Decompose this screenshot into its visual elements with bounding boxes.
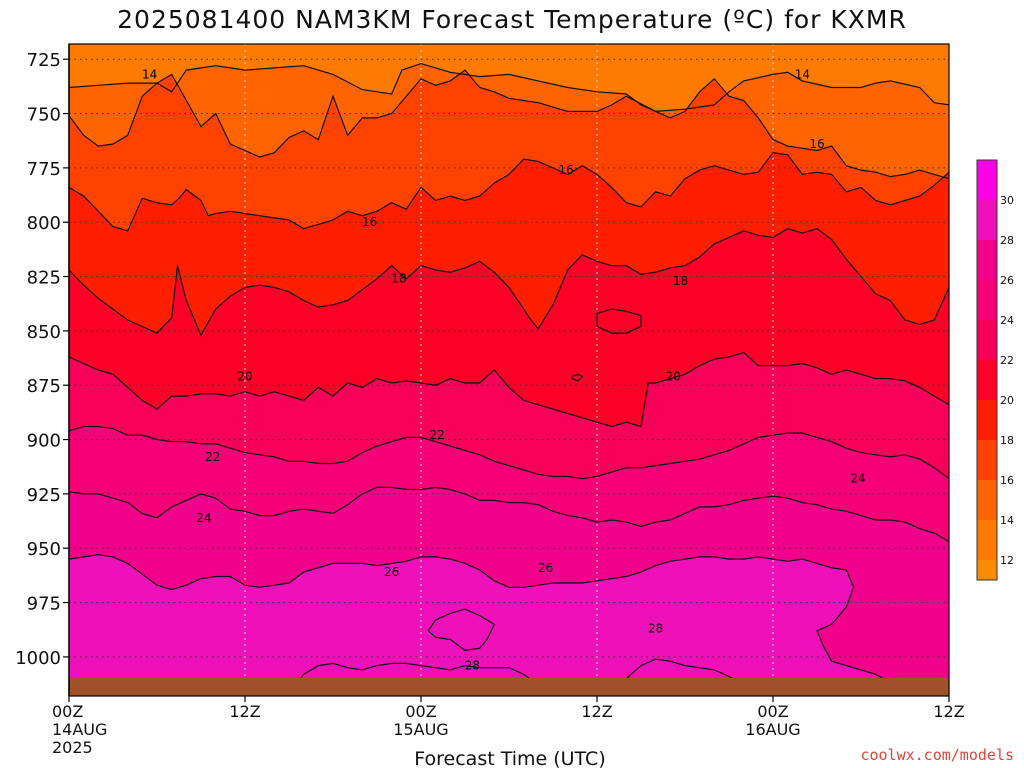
credit-link[interactable]: coolwx.com/models — [860, 746, 1014, 764]
colorbar-tick-label: 20 — [1000, 394, 1014, 407]
y-tick-label: 750 — [27, 105, 61, 126]
isotherm-18 — [69, 152, 949, 232]
ground-strip — [69, 678, 949, 696]
isotherm-28 — [69, 554, 949, 691]
x-tick-label: 00Z — [52, 702, 83, 721]
colorbar-tick-label: 30 — [1000, 194, 1014, 207]
isotherm-16 — [69, 69, 949, 180]
chart-title: 2025081400 NAM3KM Forecast Temperature (… — [117, 5, 907, 34]
x-axis-title: Forecast Time (UTC) — [414, 748, 605, 768]
band-fill — [428, 609, 495, 651]
colorbar-swatch — [977, 520, 997, 560]
colorbar-swatch — [977, 480, 997, 520]
isotherm-26 — [69, 486, 949, 543]
y-tick-label: 950 — [27, 539, 61, 560]
isotherm-label: 14 — [795, 67, 810, 81]
colorbar-swatch — [977, 560, 997, 580]
colorbar-tick-label: 12 — [1000, 554, 1014, 567]
x-tick-label: 14AUG — [52, 720, 107, 739]
colorbar-tick-label: 18 — [1000, 434, 1014, 447]
colorbar-swatch — [977, 280, 997, 320]
colorbar: 12 14 16 18 20 22 24 26 28 30 — [976, 159, 1014, 581]
y-tick-label: 975 — [27, 594, 61, 615]
colorbar-swatch — [977, 360, 997, 400]
isotherm-label: 28 — [465, 659, 480, 673]
y-tick-label: 1000 — [15, 648, 61, 669]
colorbar-frame — [976, 159, 998, 581]
isotherm-label: 18 — [391, 272, 406, 286]
isotherm-contours — [69, 62, 949, 695]
y-tick-label: 875 — [27, 376, 61, 397]
colorbar-swatch — [977, 200, 997, 240]
isotherm-14 — [69, 62, 949, 113]
isotherm-label: 26 — [538, 561, 553, 575]
colorbar-tick-label: 26 — [1000, 274, 1014, 287]
band-fill — [597, 309, 641, 334]
isotherm-label: 22 — [205, 450, 220, 464]
y-tick-label: 900 — [27, 431, 61, 452]
isotherm-label: 16 — [809, 137, 824, 151]
y-tick-label: 825 — [27, 268, 61, 289]
colorbar-tick-label: 16 — [1000, 474, 1014, 487]
colorbar-swatch — [977, 320, 997, 360]
plot-area: 14 14 16 16 16 18 18 20 20 22 22 24 24 26 26 28 28 — [68, 43, 950, 697]
ground-surface — [69, 678, 949, 696]
isotherm-label: 16 — [362, 215, 377, 229]
x-tick-label: 12Z — [581, 702, 612, 721]
colorbar-tick-label: 28 — [1000, 234, 1014, 247]
temperature-fill-bands — [69, 44, 949, 696]
y-tick-label: 775 — [27, 159, 61, 180]
isotherm-label: 24 — [196, 511, 211, 525]
isotherm-labels: 14 14 16 16 16 18 18 20 20 22 22 24 24 26 26 28 28 — [142, 67, 866, 672]
colorbar-swatch — [977, 240, 997, 280]
y-tick-label: 925 — [27, 485, 61, 506]
isotherm-label: 28 — [648, 622, 663, 636]
x-tick-label: 15AUG — [393, 720, 448, 739]
colorbar-tick-label: 24 — [1000, 314, 1014, 327]
isotherm-22 — [69, 351, 949, 428]
colorbar-swatch — [977, 160, 997, 200]
isotherm-label: 24 — [850, 472, 865, 486]
isotherm-label: 20 — [666, 370, 681, 384]
x-tick-label: 2025 — [52, 738, 93, 757]
isotherm-label: 26 — [384, 565, 399, 579]
x-tick-label: 12Z — [933, 702, 964, 721]
band-fill — [69, 554, 949, 696]
colorbar-swatch — [977, 440, 997, 480]
colorbar-tick-label: 14 — [1000, 514, 1014, 527]
x-tick-label: 12Z — [229, 702, 260, 721]
isotherm-label: 14 — [142, 67, 157, 81]
isotherm-20 — [69, 228, 949, 337]
isotherm-label: 16 — [559, 163, 574, 177]
colorbar-swatch — [977, 400, 997, 440]
isotherm-24 — [69, 425, 949, 480]
y-tick-label: 725 — [27, 50, 61, 71]
pressure-gridlines — [69, 58, 949, 658]
isotherm-28 — [288, 662, 554, 695]
x-tick-label: 16AUG — [745, 720, 800, 739]
isotherm-label: 20 — [237, 370, 252, 384]
isotherm-20 — [596, 308, 642, 334]
y-tick-label: 800 — [27, 213, 61, 234]
isotherm-label: 22 — [429, 428, 444, 442]
isotherm-28 — [427, 608, 496, 652]
isotherm-label: 18 — [673, 274, 688, 288]
y-axis: 725 750 775 800 825 850 875 900 925 950 975 1000 — [15, 44, 70, 696]
isotherm-20 — [571, 373, 584, 382]
x-tick-label: 00Z — [757, 702, 788, 721]
colorbar-tick-label: 22 — [1000, 354, 1014, 367]
y-tick-label: 850 — [27, 322, 61, 343]
x-tick-label: 00Z — [405, 702, 436, 721]
